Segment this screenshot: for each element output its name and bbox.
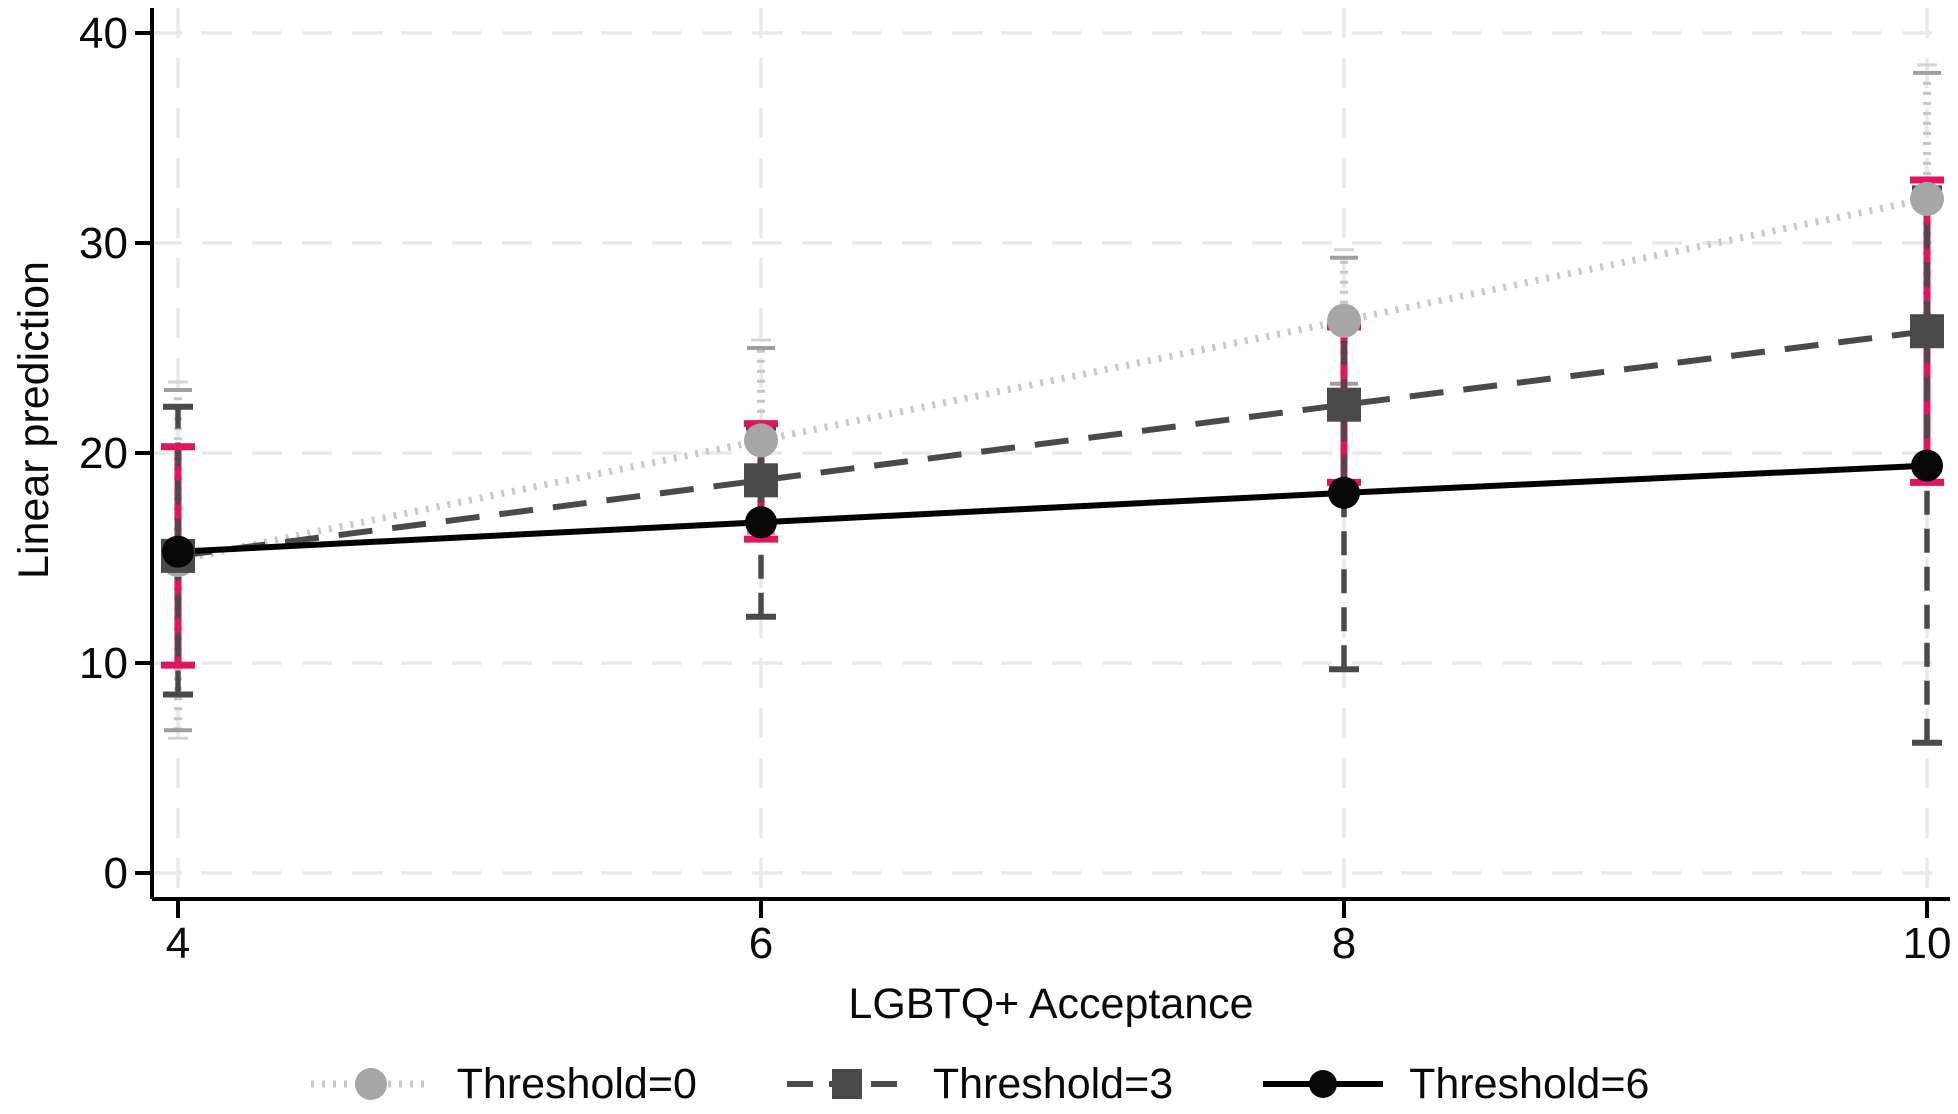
legend-label: Threshold=6 (1409, 1059, 1650, 1108)
plot-area: 0 10 20 30 40 4 6 8 10 (79, 8, 1951, 968)
marker-square (1327, 387, 1361, 422)
x-tick-label: 8 (1332, 919, 1356, 968)
marker-circle (1910, 181, 1944, 216)
legend-label: Threshold=0 (456, 1059, 697, 1108)
marker-square (744, 463, 778, 498)
axes: 0 10 20 30 40 4 6 8 10 (79, 8, 1951, 968)
ci-threshold-0 (164, 63, 1941, 740)
x-tick-label: 4 (166, 919, 190, 968)
marker-circle (1328, 476, 1360, 509)
legend: Threshold=0 Threshold=3 Threshold=6 (0, 1062, 1958, 1106)
marker-square (1910, 314, 1944, 349)
y-tick-label: 10 (79, 639, 128, 688)
solid-line-circle-marker-icon (1263, 1070, 1384, 1098)
dotted-line-circle-marker-icon (310, 1068, 431, 1100)
y-tick-label: 30 (79, 219, 128, 268)
y-tick-label: 0 (104, 849, 128, 898)
marker-circle (1911, 449, 1943, 482)
ci-threshold-6 (163, 185, 1942, 746)
y-axis-title: Linear prediction (10, 261, 58, 579)
legend-item-threshold-3: Threshold=3 (785, 1062, 1173, 1106)
marker-circle (745, 506, 777, 539)
markers (161, 181, 1944, 578)
trend-lines (177, 195, 1928, 564)
y-tick-label: 20 (79, 429, 128, 478)
line-Threshold=6 (177, 462, 1928, 555)
marker-circle (744, 423, 778, 458)
legend-item-threshold-0: Threshold=0 (309, 1062, 697, 1106)
marker-circle (162, 535, 194, 568)
dashed-line-square-marker-icon (786, 1069, 907, 1099)
legend-item-threshold-6: Threshold=6 (1261, 1062, 1649, 1106)
gridlines (152, 8, 1950, 899)
line-Threshold=0 (177, 195, 1928, 564)
y-tick-label: 40 (79, 9, 128, 58)
x-tick-label: 6 (749, 919, 773, 968)
marker-circle (1327, 303, 1361, 338)
legend-label: Threshold=3 (932, 1059, 1174, 1108)
x-tick-label: 10 (1903, 919, 1952, 968)
line-Threshold=3 (177, 328, 1928, 559)
x-axis-title: LGBTQ+ Acceptance (848, 980, 1253, 1028)
